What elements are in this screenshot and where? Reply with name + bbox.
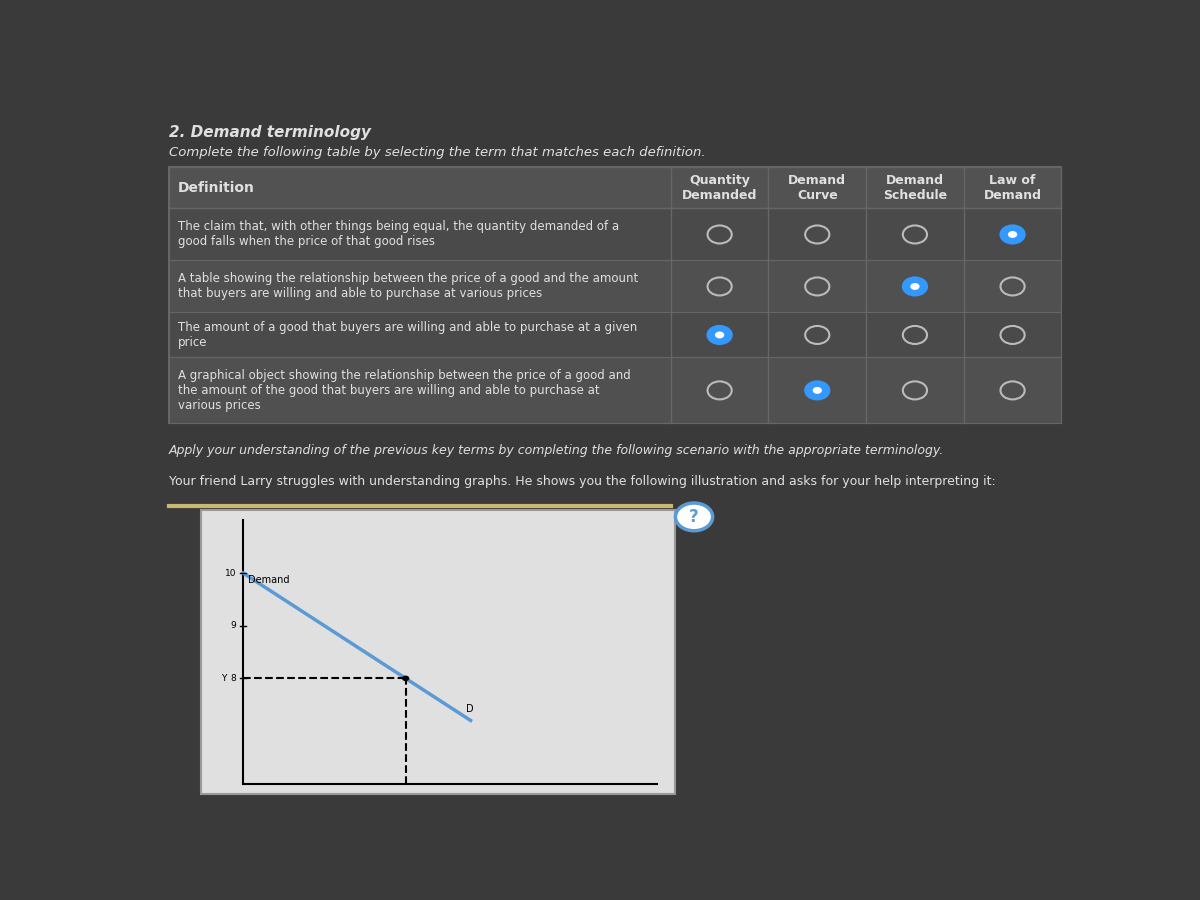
Text: 9: 9 (230, 621, 236, 630)
Circle shape (812, 387, 822, 394)
Text: Demand: Demand (247, 575, 289, 585)
Circle shape (1001, 226, 1025, 244)
Text: ?: ? (689, 508, 698, 526)
Text: Demand
Curve: Demand Curve (788, 174, 846, 202)
Circle shape (715, 331, 725, 338)
Circle shape (911, 283, 919, 290)
Bar (168, 357, 1061, 423)
Text: The amount of a good that buyers are willing and able to purchase at a given
pri: The amount of a good that buyers are wil… (178, 321, 637, 349)
Circle shape (902, 277, 928, 295)
Text: D: D (466, 704, 474, 714)
Bar (168, 312, 1061, 357)
Circle shape (402, 676, 409, 681)
Text: 8: 8 (230, 674, 236, 683)
Text: 2. Demand terminology: 2. Demand terminology (168, 125, 371, 140)
Circle shape (805, 382, 829, 400)
Text: Apply your understanding of the previous key terms by completing the following s: Apply your understanding of the previous… (168, 444, 944, 457)
Circle shape (708, 326, 732, 344)
Text: Y: Y (221, 674, 227, 683)
Text: Quantity
Demanded: Quantity Demanded (682, 174, 757, 202)
Circle shape (1008, 231, 1018, 238)
Bar (168, 166, 1061, 209)
Text: Complete the following table by selecting the term that matches each definition.: Complete the following table by selectin… (168, 146, 706, 159)
Text: The claim that, with other things being equal, the quantity demanded of a
good f: The claim that, with other things being … (178, 220, 619, 248)
Text: Definition: Definition (178, 181, 254, 194)
Bar (168, 209, 1061, 260)
Text: Your friend Larry struggles with understanding graphs. He shows you the followin: Your friend Larry struggles with underst… (168, 475, 995, 489)
Bar (168, 260, 1061, 312)
Text: A graphical object showing the relationship between the price of a good and
the : A graphical object showing the relations… (178, 369, 631, 412)
Bar (168, 166, 1061, 423)
Bar (202, 510, 676, 794)
Text: Law of
Demand: Law of Demand (984, 174, 1042, 202)
Text: 10: 10 (224, 569, 236, 578)
Text: A table showing the relationship between the price of a good and the amount
that: A table showing the relationship between… (178, 273, 638, 301)
Circle shape (676, 503, 713, 531)
Text: Demand
Schedule: Demand Schedule (883, 174, 947, 202)
